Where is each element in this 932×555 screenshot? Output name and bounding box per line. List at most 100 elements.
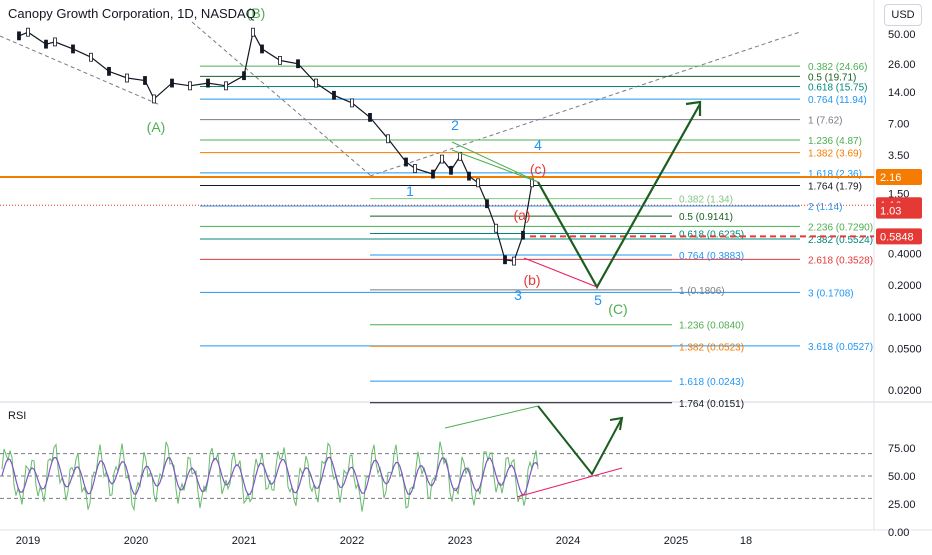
fib-level-label: 2 (1.14) [808, 202, 842, 213]
trendline-dashed [369, 31, 801, 177]
wave-label: (a) [513, 207, 530, 223]
price-candle [440, 154, 444, 164]
price-badge-label: 2.16 [880, 172, 901, 184]
time-tick-label: 2022 [340, 535, 364, 547]
rsi-band-line [1, 441, 539, 512]
price-candle [485, 199, 489, 209]
price-tick-label: 7.00 [888, 118, 909, 130]
inner-fib-label: 1.764 (0.0151) [679, 399, 744, 410]
time-tick-label: 2020 [124, 535, 148, 547]
wave-label: (B) [247, 5, 266, 21]
wave-label: 3 [514, 287, 522, 303]
price-candle [296, 59, 300, 69]
time-tick-label: 2024 [556, 535, 580, 547]
price-badge [876, 202, 922, 219]
fib-level-label: 1.382 (3.69) [808, 149, 862, 160]
fib-level-label: 0.382 (24.66) [808, 62, 868, 73]
fib-level-label: 0.618 (15.75) [808, 83, 868, 94]
fib-level-label: 2.236 (0.7290) [808, 222, 873, 233]
price-candle [188, 81, 192, 91]
wave-label: 4 [534, 137, 542, 153]
price-tick-label: 3.50 [888, 150, 909, 162]
price-candle [332, 90, 336, 100]
price-tick-label: 26.00 [888, 59, 916, 71]
price-candle [431, 169, 435, 179]
price-tick-label: 14.00 [888, 87, 916, 99]
time-tick-label: 2025 [664, 535, 688, 547]
price-candle [224, 81, 228, 91]
rsi-label: RSI [8, 410, 27, 422]
price-candle [260, 44, 264, 54]
wave-label: 2 [451, 117, 459, 133]
fib-level-label: 1.618 (2.36) [808, 169, 862, 180]
price-candle [143, 76, 147, 85]
price-tick-label: 0.0200 [888, 385, 922, 397]
price-candle [368, 112, 372, 122]
inner-fib-label: 0.382 (1.34) [679, 195, 733, 206]
time-tick-label: 2019 [16, 535, 40, 547]
fib-level-label: 3.618 (0.0527) [808, 342, 873, 353]
price-candle [206, 78, 210, 88]
price-candle [26, 27, 30, 37]
price-badge [876, 228, 922, 245]
fib-level-label: 2.618 (0.3528) [808, 255, 873, 266]
price-candle [53, 37, 57, 47]
rsi-divergence-line-red [516, 467, 623, 498]
wave-label: (c) [530, 161, 546, 177]
inner-fib-label: 0.618 (0.6235) [679, 229, 744, 240]
time-tick-label: 2021 [232, 535, 256, 547]
price-candle [242, 71, 246, 81]
price-candle [521, 230, 525, 240]
price-candle [512, 256, 516, 266]
fib-level-label: 1.764 (1.79) [808, 182, 862, 193]
price-tick-label: 0.0500 [888, 343, 922, 355]
trendline-dashed [0, 35, 161, 106]
rsi-projection-arrowhead [609, 416, 624, 431]
price-candle [494, 223, 498, 233]
price-candle [89, 52, 93, 62]
price-tick-label: 50.00 [888, 29, 916, 41]
price-candle [476, 178, 480, 188]
wave-label: 5 [594, 292, 602, 308]
fib-level-label: 0.5 (19.71) [808, 72, 856, 83]
price-candle [71, 44, 75, 54]
inner-fib-label: 1.618 (0.0243) [679, 377, 744, 388]
wedge-line [451, 149, 539, 183]
inner-fib-label: 1.382 (0.0523) [679, 342, 744, 353]
price-badge-label: 0.5848 [880, 231, 914, 243]
price-candle [404, 157, 408, 167]
currency-button[interactable]: USD [884, 4, 922, 26]
rsi-line [1, 456, 539, 496]
rsi-tick-label: 25.00 [888, 499, 916, 511]
price-candle [449, 165, 453, 175]
price-candle [107, 66, 111, 76]
inner-fib-label: 1.236 (0.0840) [679, 321, 744, 332]
price-candle [413, 164, 417, 173]
price-candle [458, 151, 462, 161]
price-tick-label: 0.2000 [888, 280, 922, 292]
wedge-line-red [523, 257, 598, 288]
fib-level-label: 1 (7.62) [808, 116, 842, 127]
rsi-tick-label: 75.00 [888, 443, 916, 455]
price-tick-label: 0.4000 [888, 249, 922, 261]
fib-level-label: 3 (0.1708) [808, 288, 854, 299]
price-candle [170, 78, 174, 88]
wedge-line [451, 141, 539, 183]
price-candle [350, 98, 354, 108]
fib-level-label: 0.764 (11.94) [808, 95, 867, 106]
wave-label: (C) [608, 301, 627, 317]
fib-level-label: 2.382 (0.5524) [808, 235, 873, 246]
inner-fib-label: 0.5 (0.9141) [679, 212, 733, 223]
price-badge-label: 1.03 [880, 206, 901, 218]
wave-label: 1 [406, 183, 414, 199]
price-candle [278, 55, 282, 65]
symbol-title: Canopy Growth Corporation, 1D, NASDAQ [8, 6, 256, 21]
rsi-tick-label: 50.00 [888, 471, 916, 483]
price-candle [44, 39, 48, 49]
wave-label: (A) [147, 119, 166, 135]
trendline-dashed [191, 21, 371, 176]
price-candle [251, 27, 255, 37]
price-candle [152, 94, 156, 104]
